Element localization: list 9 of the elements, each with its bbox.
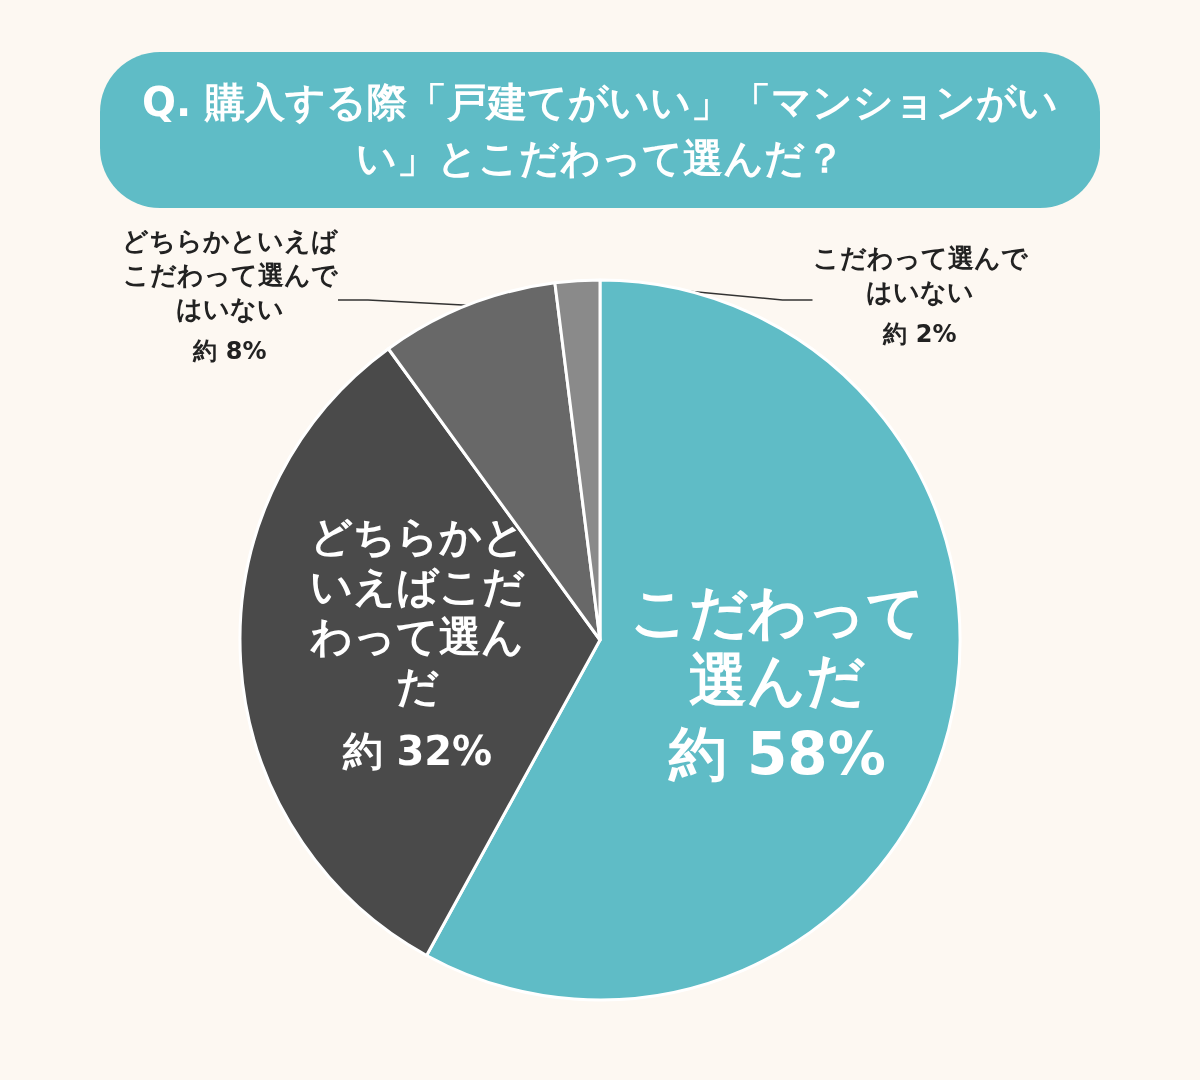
slice-label: こだわって選んではいない xyxy=(812,243,1029,307)
slice-label: こだわって選んだ xyxy=(629,577,925,714)
data-label: 約 8% xyxy=(192,337,267,365)
data-label: 約 2% xyxy=(882,320,957,348)
slice-label: どちらかといえばこだわって選んだ xyxy=(309,511,525,711)
slice-label: どちらかといえばこだわって選んではいない xyxy=(122,226,339,324)
chart-title: Q. 購入する際「戸建てがいい」「マンションがいい」とこだわって選んだ？ xyxy=(141,79,1059,181)
data-label: 約 32% xyxy=(341,728,493,775)
data-label: 約 58% xyxy=(667,719,886,788)
